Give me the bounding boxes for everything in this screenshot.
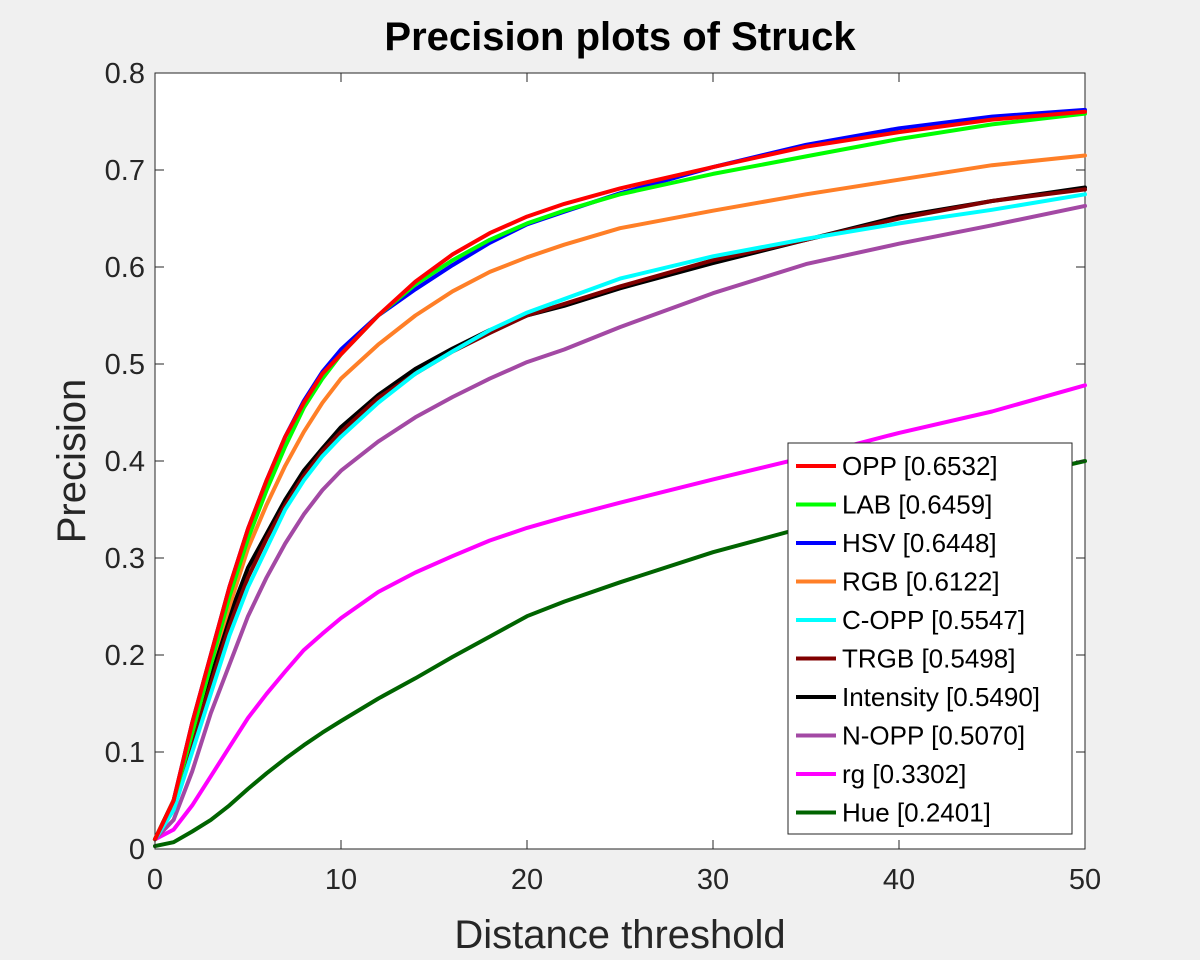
y-tick-label: 0.6	[105, 252, 145, 284]
x-tick-label: 0	[147, 864, 163, 896]
axis-ticks: 0 10 20 30 40 50 0 0.1 0.2 0.3 0.4 0.5 0.6 0.7 0.8	[105, 58, 1101, 896]
series-line-opp	[153, 109, 1087, 842]
legend-label: C-OPP [0.5547]	[842, 605, 1025, 635]
x-tick-label: 10	[325, 864, 357, 896]
y-tick-label: 0.8	[105, 58, 145, 90]
legend-label: TRGB [0.5498]	[842, 644, 1015, 674]
y-tick-label: 0	[129, 834, 145, 866]
x-tick-label: 20	[511, 864, 543, 896]
x-tick-label: 50	[1069, 864, 1101, 896]
chart-title: Precision plots of Struck	[384, 15, 856, 59]
y-tick-label: 0.1	[105, 737, 145, 769]
series-line-rg	[153, 383, 1087, 842]
x-tick-label: 40	[883, 864, 915, 896]
legend-label: LAB [0.6459]	[842, 490, 992, 520]
legend-label: rg [0.3302]	[842, 759, 966, 789]
x-tick-label: 30	[697, 864, 729, 896]
legend-label: HSV [0.6448]	[842, 528, 997, 558]
y-tick-label: 0.3	[105, 543, 145, 575]
legend: OPP [0.6532] LAB [0.6459] HSV [0.6448] RGB …	[787, 442, 1073, 835]
y-tick-label: 0.2	[105, 640, 145, 672]
series-line-c-opp	[153, 192, 1087, 842]
series-line-trgb	[153, 187, 1087, 842]
y-tick-label: 0.5	[105, 349, 145, 381]
legend-box	[787, 442, 1073, 835]
legend-label: N-OPP [0.5070]	[842, 721, 1025, 751]
y-tick-label: 0.7	[105, 155, 145, 187]
series-line-n-opp	[153, 203, 1087, 842]
x-axis-title: Distance threshold	[454, 913, 785, 957]
legend-label: RGB [0.6122]	[842, 567, 1000, 597]
legend-label: Intensity [0.5490]	[842, 682, 1040, 712]
series-line-hue	[153, 459, 1087, 849]
y-tick-label: 0.4	[105, 446, 145, 478]
y-axis-title: Precision	[50, 379, 94, 544]
series-layer	[153, 107, 1087, 849]
legend-label: OPP [0.6532]	[842, 451, 998, 481]
legend-label: Hue [0.2401]	[842, 798, 991, 828]
